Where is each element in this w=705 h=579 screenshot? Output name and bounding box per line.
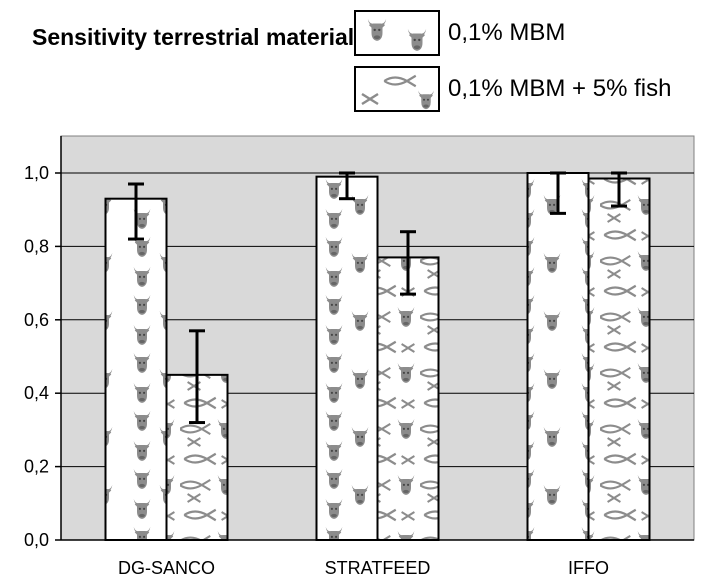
- error-bar-cow-fish-iffo: [611, 171, 627, 208]
- error-bar-cow-dg-sanco: [128, 182, 144, 241]
- y-tick-label: 1,0: [24, 163, 49, 183]
- legend-label-mbm-fish: 0,1% MBM + 5% fish: [448, 75, 672, 102]
- x-tick-label: IFFO: [568, 558, 609, 578]
- y-tick-label: 0,8: [24, 236, 49, 256]
- chart-title: Sensitivity terrestrial material: [32, 24, 355, 50]
- x-tick-label: STRATFEED: [325, 558, 431, 578]
- bar-cow-iffo: [526, 172, 590, 541]
- y-tick-label: 0,2: [24, 457, 49, 477]
- legend-label-mbm: 0,1% MBM: [448, 19, 566, 46]
- y-tick-label: 0,0: [24, 530, 49, 550]
- error-bar-cow-fish-stratfeed: [400, 230, 416, 296]
- bar-cow-fish-stratfeed: [376, 256, 440, 541]
- bar-cow-dg-sanco: [104, 197, 168, 541]
- y-tick-label: 0,6: [24, 310, 49, 330]
- x-tick-label: DG-SANCO: [118, 558, 215, 578]
- error-bar-cow-fish-dg-sanco: [189, 329, 205, 425]
- y-tick-label: 0,4: [24, 383, 49, 403]
- legend-item-mbm-fish: 0,1% MBM + 5% fish: [354, 66, 671, 112]
- legend-swatch-mbm-fish: [354, 66, 440, 112]
- legend-item-mbm: 0,1% MBM: [354, 10, 565, 56]
- bar-cow-stratfeed: [315, 175, 379, 541]
- legend-swatch-mbm: [354, 10, 440, 56]
- error-bar-cow-iffo: [550, 171, 566, 215]
- bar-cow-fish-iffo: [587, 177, 651, 541]
- bar-cow-fish-dg-sanco: [165, 373, 229, 541]
- error-bar-cow-stratfeed: [339, 171, 355, 201]
